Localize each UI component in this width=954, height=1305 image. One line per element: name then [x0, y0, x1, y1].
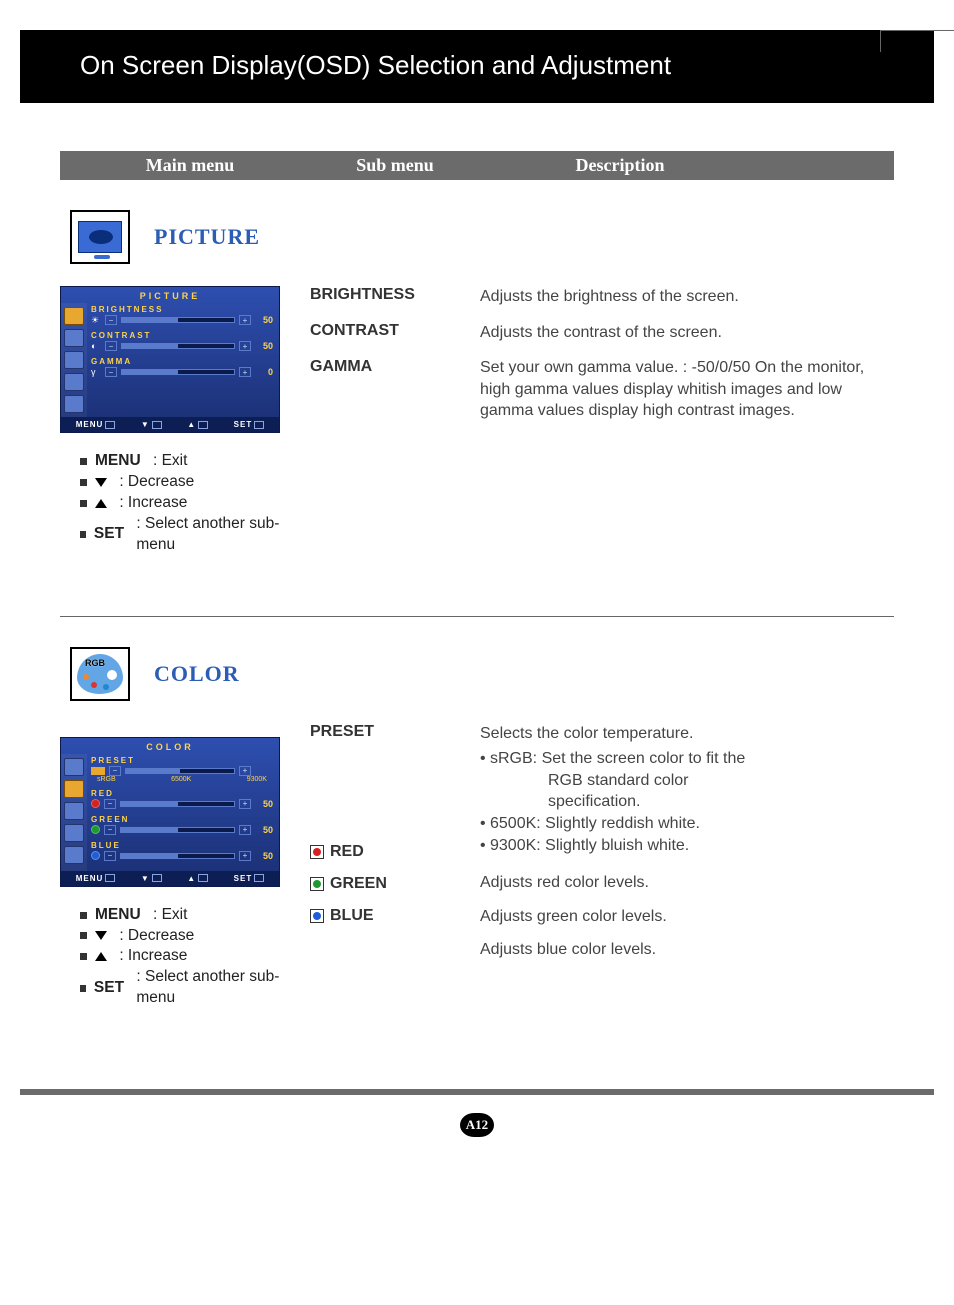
minus-icon: −	[104, 799, 116, 809]
header-sub: Sub menu	[300, 155, 490, 176]
osd-title: PICTURE	[61, 287, 279, 303]
minus-icon: −	[105, 341, 117, 351]
osd-row: CONTRAST ◐ − + 50	[91, 331, 273, 351]
osd-tab-icon	[64, 846, 84, 864]
sub-red: RED	[310, 843, 460, 861]
content-area: Main menu Sub menu Description PICTURE P…	[0, 151, 954, 1009]
osd-tab-icon	[64, 395, 84, 413]
up-arrow-icon	[95, 952, 107, 961]
blue-dot-icon	[91, 851, 100, 860]
footer-bar	[20, 1089, 934, 1095]
osd-row: BLUE − + 50	[91, 841, 273, 861]
plus-icon: +	[239, 799, 251, 809]
desc-contrast: Adjusts the contrast of the screen.	[480, 322, 894, 344]
section-divider	[60, 616, 894, 617]
osd-tab-icon	[64, 802, 84, 820]
minus-icon: −	[104, 825, 116, 835]
plus-icon: +	[239, 766, 251, 776]
osd-tab-icon	[64, 824, 84, 842]
color-osd: COLOR PRESET	[60, 737, 280, 887]
osd-footer: MENU ▼ ▲ SET	[61, 871, 279, 886]
page-title: On Screen Display(OSD) Selection and Adj…	[20, 30, 934, 103]
desc-red: Adjusts red color levels.	[480, 872, 894, 894]
minus-icon: −	[109, 766, 121, 776]
preset-highlight	[91, 767, 105, 775]
osd-icon-column	[61, 303, 87, 417]
desc-brightness: Adjusts the brightness of the screen.	[480, 286, 894, 308]
contrast-icon: ◐	[91, 341, 101, 351]
picture-legend: MENU : Exit : Decrease : Increase SET : …	[80, 451, 290, 556]
table-header: Main menu Sub menu Description	[60, 151, 894, 180]
desc-green: Adjusts green color levels.	[480, 906, 894, 928]
minus-icon: −	[104, 851, 116, 861]
sub-gamma: GAMMA	[310, 358, 460, 376]
osd-tab-icon	[64, 307, 84, 325]
desc-preset: Selects the color temperature. •sRGB: Se…	[480, 723, 894, 857]
color-section: RGB COLOR COLOR	[60, 647, 894, 1010]
osd-footer: MENU ▼ ▲ SET	[61, 417, 279, 432]
down-arrow-icon	[95, 931, 107, 940]
up-arrow-icon	[95, 499, 107, 508]
osd-icon-column	[61, 754, 87, 871]
osd-tab-icon	[64, 373, 84, 391]
minus-icon: −	[105, 367, 117, 377]
blue-swatch-icon	[310, 909, 324, 923]
picture-osd: PICTURE BRIGHTNESS	[60, 286, 280, 433]
sub-preset: PRESET	[310, 723, 460, 741]
sub-brightness: BRIGHTNESS	[310, 286, 460, 304]
osd-row: GAMMA γ − + 0	[91, 357, 273, 377]
picture-section-title: PICTURE	[154, 224, 260, 250]
plus-icon: +	[239, 315, 251, 325]
picture-icon	[70, 210, 130, 264]
osd-tab-icon	[64, 780, 84, 798]
osd-row: PRESET − + sRGB	[91, 756, 273, 783]
plus-icon: +	[239, 825, 251, 835]
osd-row: BRIGHTNESS ☀ − + 50	[91, 305, 273, 325]
document-page: On Screen Display(OSD) Selection and Adj…	[0, 30, 954, 1137]
color-legend: MENU : Exit : Decrease : Increase SET : …	[80, 905, 290, 1010]
picture-section: PICTURE PICTURE	[60, 210, 894, 556]
red-dot-icon	[91, 799, 100, 808]
red-swatch-icon	[310, 845, 324, 859]
minus-icon: −	[105, 315, 117, 325]
osd-row: RED − + 50	[91, 789, 273, 809]
plus-icon: +	[239, 341, 251, 351]
plus-icon: +	[239, 367, 251, 377]
osd-title: COLOR	[61, 738, 279, 754]
desc-blue: Adjusts blue color levels.	[480, 939, 894, 961]
sub-blue: BLUE	[310, 907, 460, 925]
page-number: A12	[460, 1113, 494, 1137]
osd-tab-icon	[64, 351, 84, 369]
green-dot-icon	[91, 825, 100, 834]
desc-gamma: Set your own gamma value. : -50/0/50 On …	[480, 357, 894, 422]
green-swatch-icon	[310, 877, 324, 891]
osd-row: GREEN − + 50	[91, 815, 273, 835]
header-desc: Description	[490, 155, 750, 176]
osd-tab-icon	[64, 758, 84, 776]
color-icon: RGB	[70, 647, 130, 701]
down-arrow-icon	[95, 478, 107, 487]
header-main: Main menu	[60, 155, 300, 176]
color-section-title: COLOR	[154, 661, 240, 687]
gamma-icon: γ	[91, 367, 101, 377]
sub-green: GREEN	[310, 875, 460, 893]
osd-tab-icon	[64, 329, 84, 347]
plus-icon: +	[239, 851, 251, 861]
brightness-icon: ☀	[91, 315, 101, 325]
sub-contrast: CONTRAST	[310, 322, 460, 340]
